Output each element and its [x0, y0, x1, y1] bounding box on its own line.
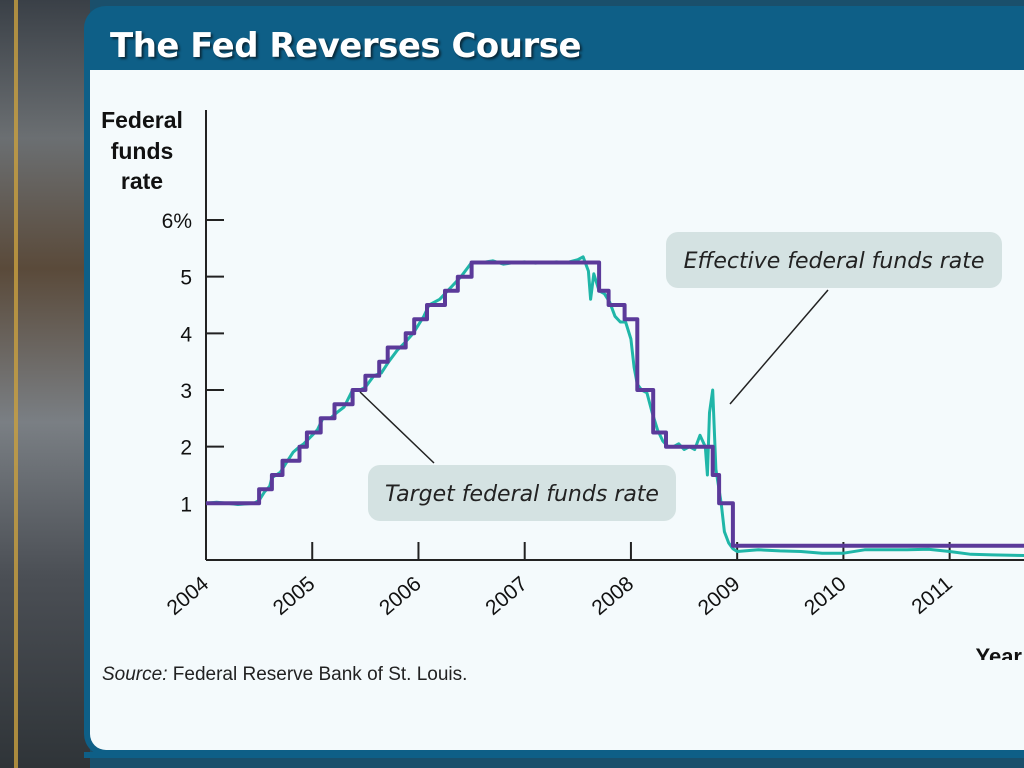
background-photo — [0, 0, 90, 768]
x-tick-label: 2007 — [481, 572, 532, 620]
y-ticks: 6% 5 4 3 2 1 — [162, 210, 224, 516]
slide-content-area — [90, 70, 1024, 750]
y-tick-label: 5 — [180, 267, 192, 290]
y-axis-label-line-1: Federal — [101, 107, 183, 133]
effective-leader-line — [729, 289, 829, 405]
source-text: Federal Reserve Bank of St. Louis. — [172, 664, 468, 685]
y-tick-label: 2 — [180, 437, 192, 460]
x-tick-label: 2009 — [694, 572, 745, 620]
y-tick-label: 1 — [180, 493, 192, 516]
x-tick-label: 2005 — [269, 572, 320, 620]
source-label: Source: — [102, 664, 168, 685]
callouts: Effective federal funds rate Target fede… — [359, 232, 1002, 521]
effective-callout-box — [666, 232, 1002, 288]
y-tick-label: 6% — [162, 210, 192, 233]
x-tick-label: 2011 — [907, 572, 956, 619]
y-axis-label-line-3: rate — [121, 168, 163, 194]
target-rate-line — [206, 260, 1024, 548]
slide-footer-bar — [84, 752, 1024, 758]
y-axis-label: Federal funds rate — [101, 107, 183, 194]
target-callout-box — [368, 465, 676, 521]
x-tick-label: 2008 — [588, 572, 639, 620]
federal-funds-chart: Federal funds rate 6% 5 4 3 2 1 2004 2005 2006 2… — [101, 107, 1024, 660]
x-axis-label: Year — [976, 644, 1023, 660]
y-tick-label: 3 — [180, 380, 192, 403]
y-tick-label: 4 — [180, 323, 192, 346]
axes — [205, 110, 1024, 561]
slide-title: The Fed Reverses Course — [110, 26, 582, 66]
target-leader-line — [359, 391, 435, 464]
x-tick-label: 2010 — [800, 572, 851, 620]
target-callout-text: Target federal funds rate — [385, 482, 659, 507]
series-target-rate — [206, 260, 1024, 548]
source-note: Source: Federal Reserve Bank of St. Loui… — [102, 664, 467, 686]
x-tick-label: 2006 — [375, 572, 426, 620]
y-axis-label-line-2: funds — [111, 138, 174, 164]
effective-callout-text: Effective federal funds rate — [684, 249, 985, 274]
x-tick-label: 2004 — [163, 572, 214, 620]
